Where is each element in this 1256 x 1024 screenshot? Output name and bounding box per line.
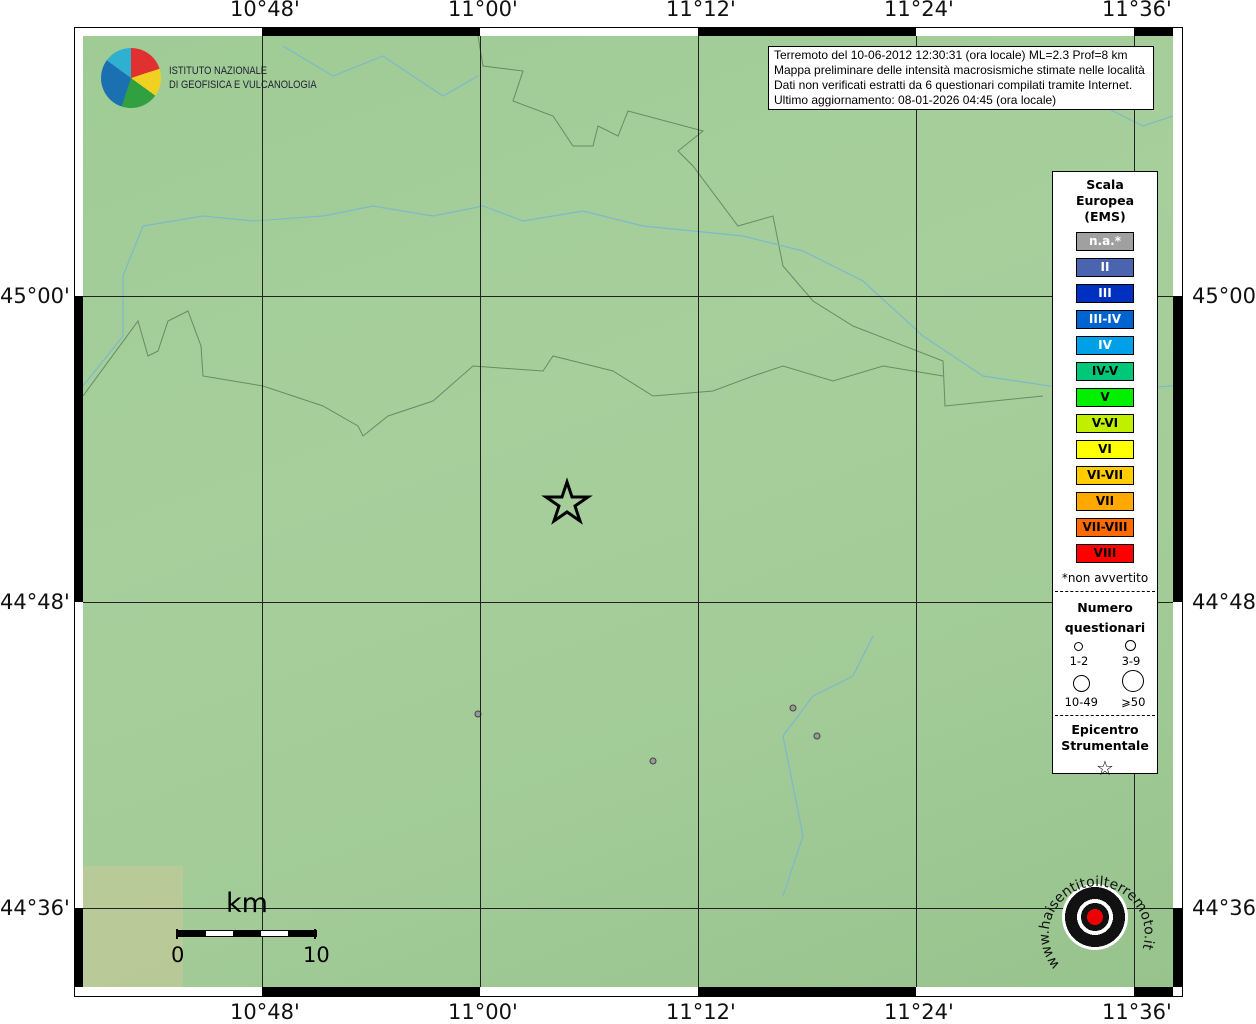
lon-label: 10°48' bbox=[230, 1000, 300, 1024]
scalebar-unit: km bbox=[226, 888, 268, 919]
ingv-logo-text: ISTITUTO NAZIONALE DI GEOFISICA E VULCANO… bbox=[169, 65, 317, 91]
lon-label: 11°00' bbox=[448, 1000, 518, 1024]
questionnaire-point bbox=[813, 732, 821, 740]
ingv-logo-globe-icon bbox=[101, 48, 161, 108]
legend-swatch: VII bbox=[1076, 492, 1134, 511]
legend-swatch: IV bbox=[1076, 336, 1134, 355]
legend-swatch: V bbox=[1076, 388, 1134, 407]
lon-label: 11°00' bbox=[448, 0, 518, 21]
scalebar bbox=[177, 930, 317, 937]
legend-note: *non avvertito bbox=[1061, 571, 1149, 585]
legend-swatch: III bbox=[1076, 284, 1134, 303]
lat-label: 45°00' bbox=[1192, 284, 1256, 308]
event-info-box: Terremoto del 10-06-2012 12:30:31 (ora l… bbox=[768, 46, 1154, 110]
legend-swatch: VII-VIII bbox=[1076, 518, 1134, 537]
haisentito-logo-icon bbox=[1062, 884, 1128, 950]
lat-label: 44°36' bbox=[0, 896, 70, 920]
epicenter-star-icon bbox=[541, 477, 593, 525]
legend-star-icon: ☆ bbox=[1096, 756, 1114, 780]
legend-swatch: VI bbox=[1076, 440, 1134, 459]
legend-swatch: III-IV bbox=[1076, 310, 1134, 329]
lon-label: 11°36' bbox=[1102, 0, 1172, 21]
questionnaire-point bbox=[649, 757, 657, 765]
lat-label: 44°36' bbox=[1192, 896, 1256, 920]
map-canvas[interactable] bbox=[83, 36, 1173, 987]
lon-label: 10°48' bbox=[230, 0, 300, 21]
haisentito-logo-text: www.haisentitoilterremoto.it bbox=[1036, 874, 1156, 972]
legend-swatch: V-VI bbox=[1076, 414, 1134, 433]
legend-swatch: n.a.* bbox=[1076, 232, 1134, 251]
lon-label: 11°36' bbox=[1102, 1000, 1172, 1024]
legend: Scala Europea (EMS) n.a.* II III III-IV IV IV-V… bbox=[1052, 171, 1158, 780]
lat-label: 45°00' bbox=[0, 284, 70, 308]
lon-label: 11°12' bbox=[666, 1000, 736, 1024]
lon-label: 11°12' bbox=[666, 0, 736, 21]
legend-swatch: II bbox=[1076, 258, 1134, 277]
questionnaire-point bbox=[474, 710, 482, 718]
lat-label: 44°48' bbox=[0, 590, 70, 614]
map-features bbox=[83, 36, 1173, 987]
legend-swatch: VI-VII bbox=[1076, 466, 1134, 485]
lat-label: 44°48' bbox=[1192, 590, 1256, 614]
lon-label: 11°24' bbox=[884, 0, 954, 21]
legend-swatch: IV-V bbox=[1076, 362, 1134, 381]
questionnaire-point bbox=[789, 704, 797, 712]
svg-text:www.haisentitoilterremoto.it: www.haisentitoilterremoto.it bbox=[1036, 874, 1156, 972]
legend-swatch: VIII bbox=[1076, 544, 1134, 563]
lon-label: 11°24' bbox=[884, 1000, 954, 1024]
